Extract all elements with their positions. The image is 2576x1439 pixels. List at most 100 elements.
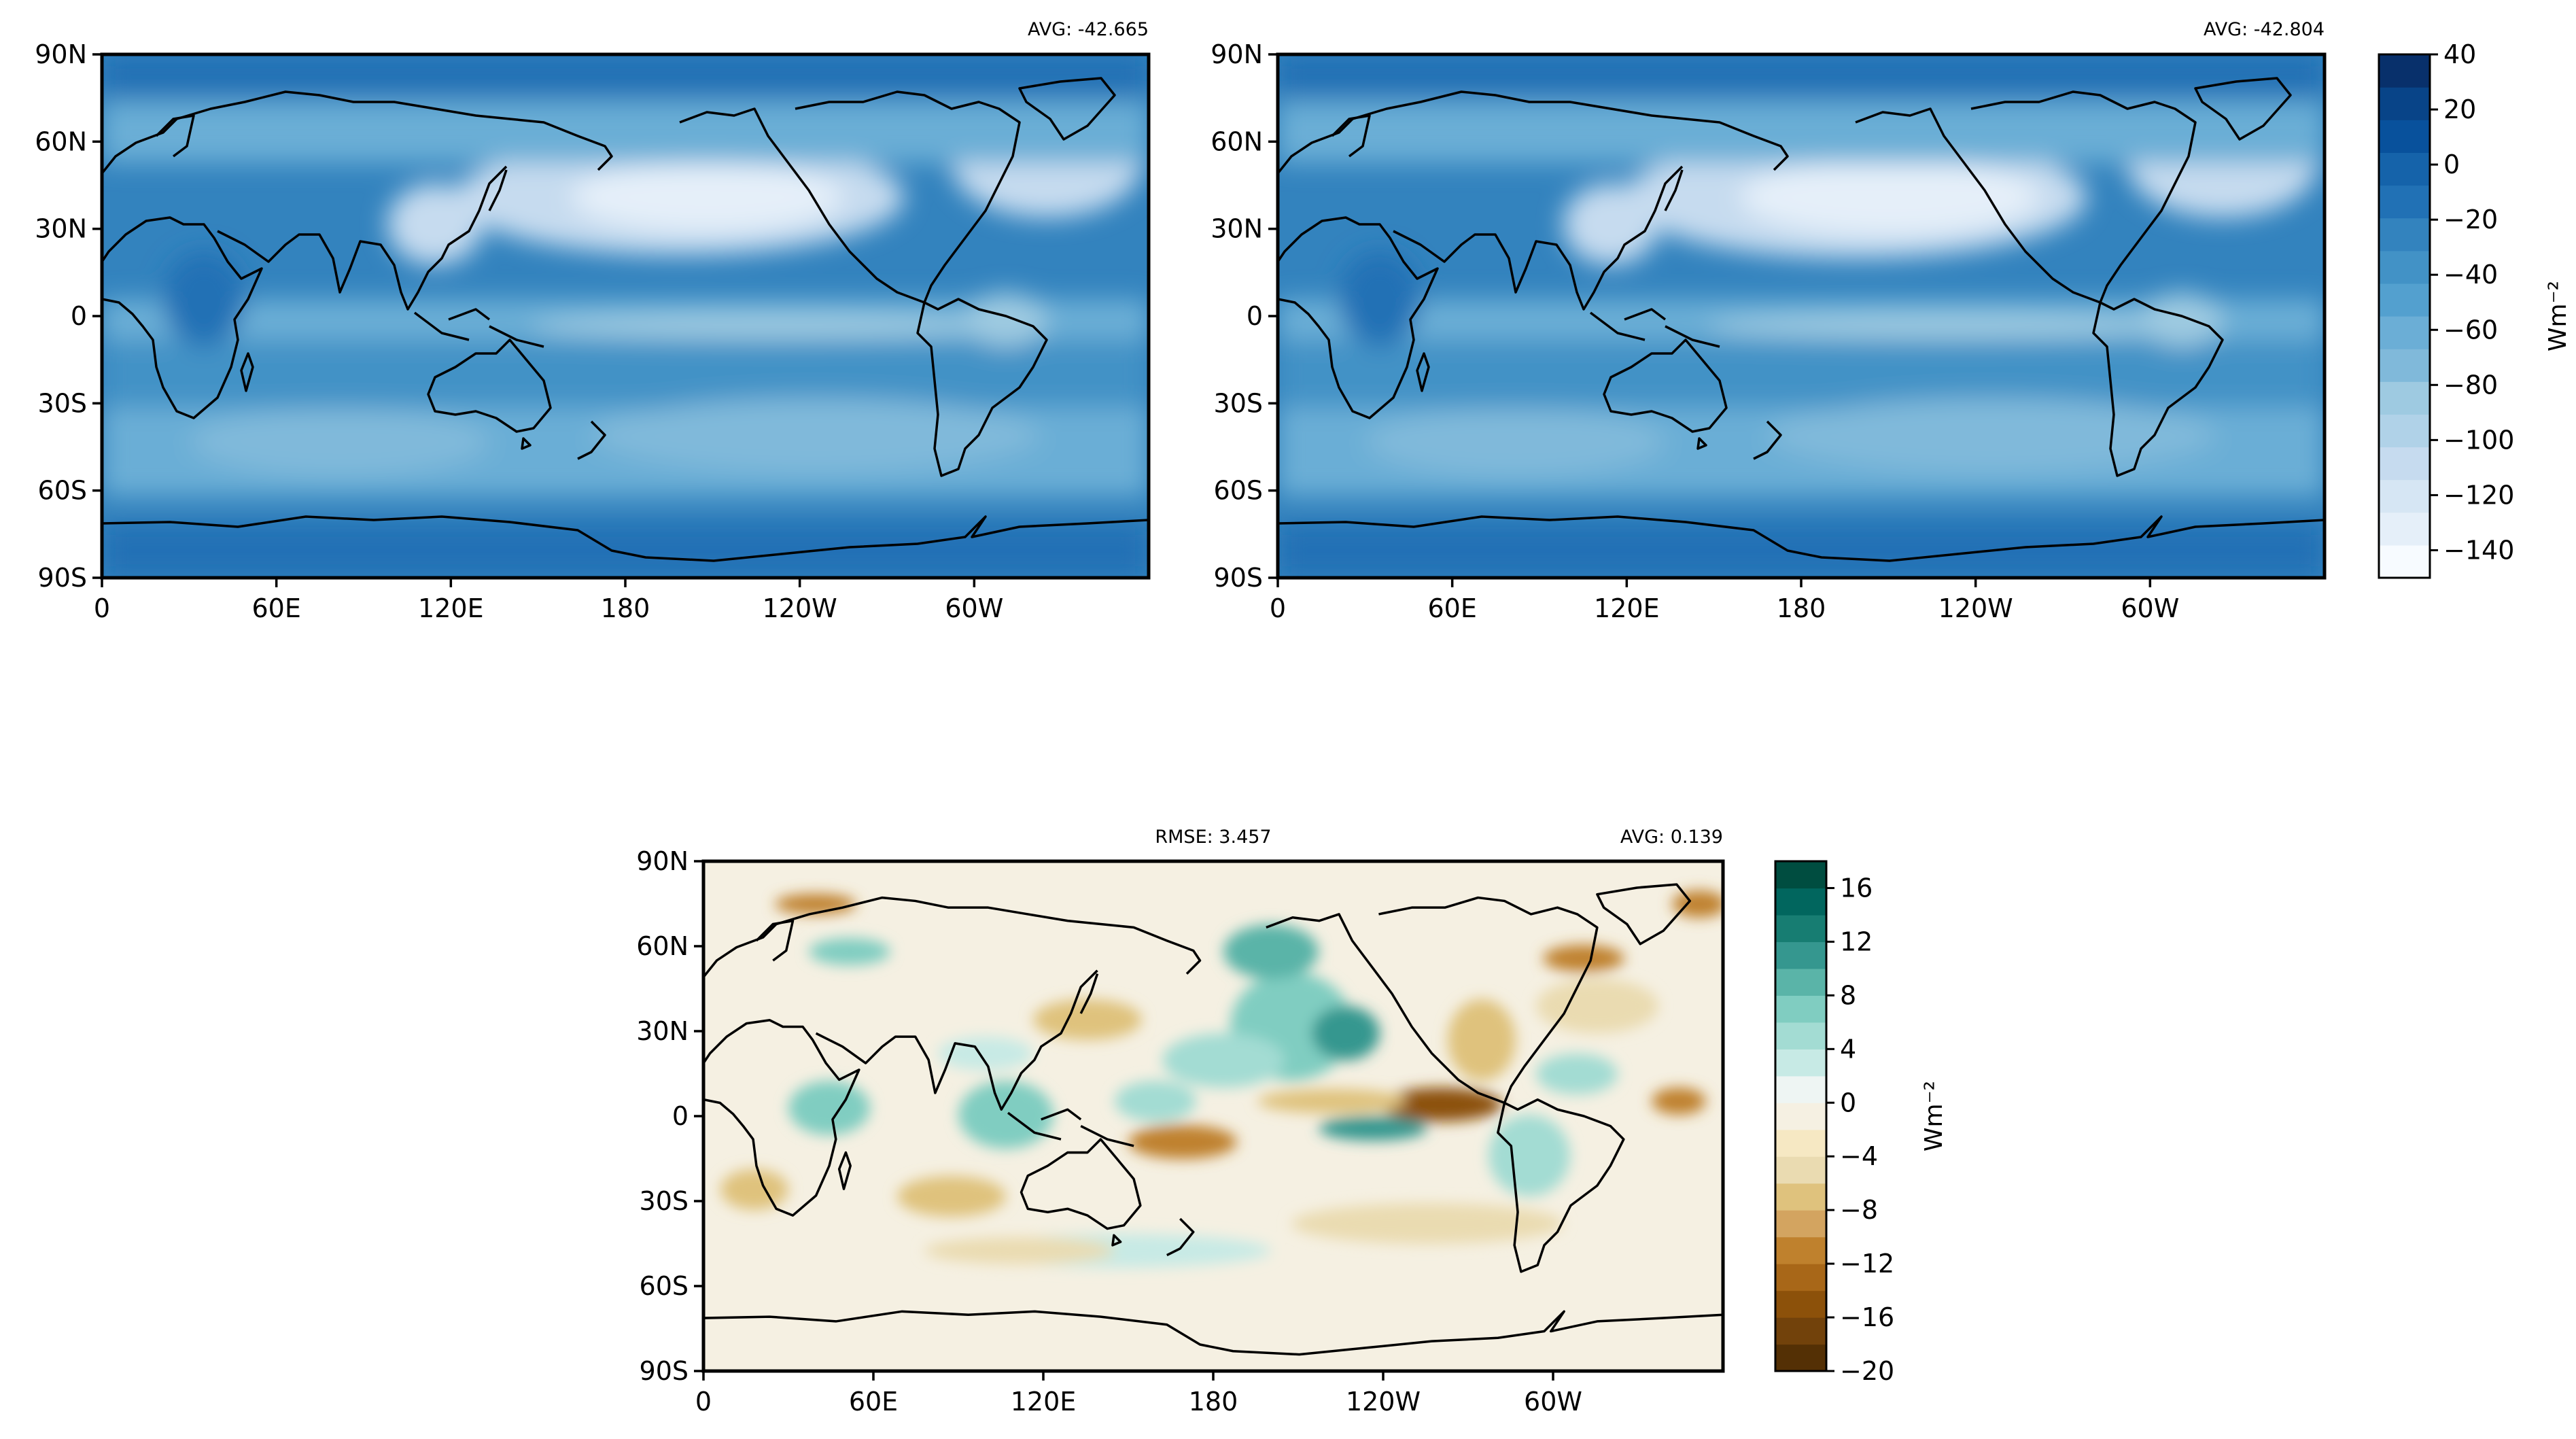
- y-tick-label: 0: [672, 1101, 689, 1131]
- colorbar-segment: [1775, 1049, 1826, 1077]
- colorbar-segment: [1775, 1022, 1826, 1050]
- colorbar-tick-label: −4: [1840, 1141, 1878, 1171]
- avg-label: AVG: -42.665: [1028, 19, 1149, 40]
- colorbar-label: Wm⁻²: [2544, 281, 2572, 351]
- y-tick-label: 90S: [38, 563, 87, 593]
- x-tick-label: 120E: [1594, 593, 1660, 623]
- y-tick-label: 0: [71, 301, 87, 331]
- colorbar-segment: [1775, 1317, 1826, 1345]
- colorbar-segment: [1775, 914, 1826, 943]
- colorbar-tick-label: 8: [1840, 980, 1856, 1010]
- x-tick-label: 0: [695, 1387, 712, 1417]
- colorbar-tick-label: −60: [2443, 315, 2498, 345]
- x-tick-label: 60W: [945, 593, 1003, 623]
- colorbar-segment: [2379, 512, 2430, 546]
- x-tick-label: 60E: [1427, 593, 1476, 623]
- colorbar-segment: [1775, 1344, 1826, 1372]
- colorbar-frame: [1774, 860, 1828, 1372]
- colorbar-tick-label: −20: [1840, 1356, 1894, 1386]
- x-tick-label: 0: [1270, 593, 1286, 623]
- colorbar-segment: [2379, 218, 2430, 252]
- colorbar-segment: [1775, 941, 1826, 969]
- colorbar-segment: [1775, 1236, 1826, 1264]
- x-tick-label: 60W: [1524, 1387, 1582, 1417]
- avg-label: AVG: -42.804: [2204, 19, 2325, 40]
- x-tick-label: 180: [1777, 593, 1826, 623]
- colorbar-segment: [2379, 447, 2430, 481]
- colorbar-segment: [1775, 1290, 1826, 1318]
- colorbar-segment: [2379, 250, 2430, 284]
- colorbar-segment: [1775, 1264, 1826, 1291]
- y-tick-label: 60S: [640, 1271, 689, 1301]
- colorbar-tick-label: 12: [1840, 926, 1873, 956]
- colorbar-segment: [2379, 349, 2430, 382]
- colorbar-segment: [2379, 54, 2430, 88]
- x-tick-label: 120E: [418, 593, 484, 623]
- colorbar-tick-label: −100: [2443, 425, 2514, 455]
- colorbar-segment: [2379, 120, 2430, 153]
- y-tick-label: 90N: [636, 846, 689, 876]
- y-tick-label: 60N: [35, 126, 87, 156]
- y-tick-label: 30N: [636, 1016, 689, 1046]
- rmse-label: RMSE: 3.457: [1155, 827, 1271, 848]
- colorbar-tick-label: 0: [1840, 1088, 1856, 1117]
- colorbar-tick-label: −120: [2443, 480, 2514, 510]
- colorbar-segment: [1775, 1103, 1826, 1130]
- colorbar-brbg: 16 12 8 4 0 −4 −8 −12 −16 −20 Wm⁻²: [1774, 860, 1948, 1386]
- colorbar-segment: [1775, 1156, 1826, 1184]
- x-tick-label: 180: [1189, 1387, 1238, 1417]
- colorbar-blues: 40 20 0 −20 −40 −60 −80 −100 −120 −140 Wm⁻²: [2378, 39, 2572, 579]
- y-tick-label: 90S: [1214, 563, 1263, 593]
- colorbar-segment: [2379, 185, 2430, 219]
- colorbar-segment: [1775, 1210, 1826, 1238]
- y-tick-label: 60S: [1214, 476, 1263, 506]
- colorbar-segment: [2379, 87, 2430, 120]
- y-tick-label: 30S: [640, 1186, 689, 1216]
- colorbar-tick-label: 4: [1840, 1034, 1856, 1064]
- avg-label: AVG: 0.139: [1620, 827, 1723, 848]
- y-tick-label: 60N: [636, 931, 689, 961]
- colorbar-tick-label: −140: [2443, 535, 2514, 565]
- colorbar-segment: [2379, 414, 2430, 448]
- colorbar-segment: [1775, 968, 1826, 996]
- colorbar-segment: [1775, 1129, 1826, 1157]
- colorbar-tick-label: 40: [2443, 39, 2476, 69]
- y-tick-label: 90N: [35, 39, 87, 69]
- colorbar-segment: [2379, 479, 2430, 513]
- colorbar-segment: [2379, 152, 2430, 186]
- upper-right-map: 90N 60N 30N 0 30S 60S 90S 0 60E 120E 180 120W 60W A…: [1211, 19, 2327, 623]
- colorbar-tick-label: −40: [2443, 260, 2498, 290]
- colorbar-segment: [1775, 1183, 1826, 1211]
- x-tick-label: 0: [94, 593, 110, 623]
- y-tick-label: 90S: [640, 1356, 689, 1386]
- colorbar-segment: [1775, 861, 1826, 889]
- colorbar-frame: [2378, 53, 2431, 579]
- y-tick-label: 30S: [1214, 388, 1263, 418]
- x-tick-label: 120W: [1346, 1387, 1421, 1417]
- y-tick-label: 90N: [1211, 39, 1263, 69]
- colorbar-tick-label: 16: [1840, 873, 1873, 903]
- colorbar-tick-label: −16: [1840, 1302, 1894, 1332]
- colorbar-label: Wm⁻²: [1920, 1081, 1948, 1151]
- colorbar-tick-label: −12: [1840, 1249, 1894, 1279]
- y-tick-label: 60S: [38, 476, 87, 506]
- y-tick-label: 30N: [1211, 214, 1263, 244]
- colorbar-tick-label: −8: [1840, 1195, 1878, 1225]
- y-tick-label: 30N: [35, 214, 87, 244]
- x-tick-label: 60E: [849, 1387, 898, 1417]
- upper-left-map: 90N 60N 30N 0 30S 60S 90S 0 60E 120E 180 120W 60W A…: [35, 19, 1151, 623]
- difference-map: 90N 60N 30N 0 30S 60S 90S 0 60E 120E 180 120W 60W R…: [636, 827, 1725, 1417]
- colorbar-segment: [2379, 381, 2430, 415]
- y-tick-label: 0: [1247, 301, 1263, 331]
- colorbar-segment: [1775, 888, 1826, 916]
- x-tick-label: 120E: [1011, 1387, 1077, 1417]
- x-tick-label: 120W: [763, 593, 837, 623]
- colorbar-segment: [2379, 316, 2430, 349]
- colorbar-segment: [2379, 283, 2430, 317]
- y-tick-label: 60N: [1211, 126, 1263, 156]
- x-tick-label: 120W: [1938, 593, 2013, 623]
- colorbar-tick-label: −80: [2443, 370, 2498, 400]
- colorbar-tick-label: 20: [2443, 94, 2476, 124]
- x-tick-label: 180: [601, 593, 650, 623]
